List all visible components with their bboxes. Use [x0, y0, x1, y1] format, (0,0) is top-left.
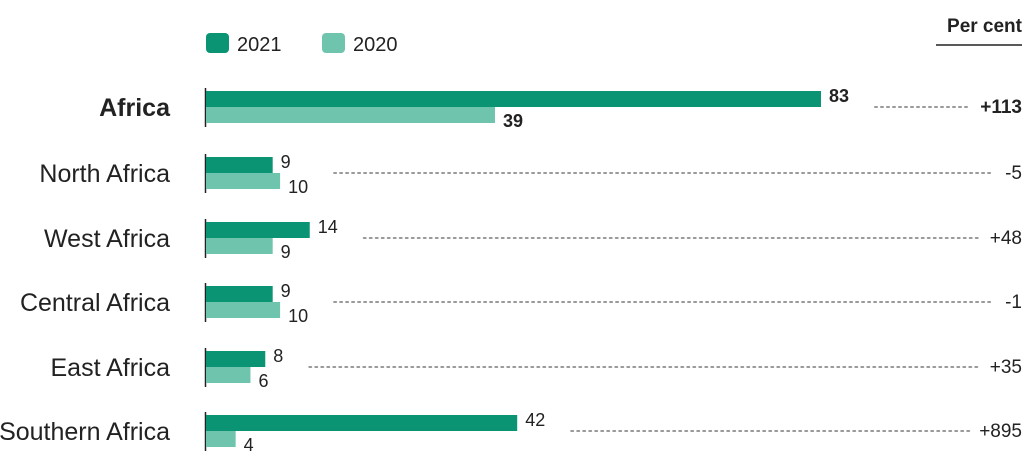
bar-central-africa-2021 [206, 286, 273, 302]
bar-africa-2021 [206, 91, 821, 107]
category-label: Africa [99, 94, 171, 122]
bar-west-africa-2021 [206, 222, 310, 238]
value-label-2020: 6 [258, 371, 268, 391]
row-west-africa: West Africa 14 9 +48 [44, 217, 1022, 262]
change-label: +48 [990, 228, 1022, 249]
value-label-2021: 42 [525, 410, 545, 430]
value-label-2020: 4 [244, 435, 254, 455]
value-label-2021: 9 [281, 281, 291, 301]
change-label: +895 [979, 421, 1022, 442]
category-label: Southern Africa [0, 418, 170, 446]
category-label: East Africa [51, 354, 171, 382]
chart-rows: Africa 83 39 +113 North Africa 9 10 -5 West Afri… [0, 86, 1022, 455]
bar-east-africa-2020 [206, 367, 251, 383]
unit-label: Per cent [947, 16, 1023, 37]
bar-southern-africa-2021 [206, 415, 518, 431]
bar-central-africa-2020 [206, 302, 281, 318]
value-label-2021: 83 [829, 86, 849, 106]
value-label-2020: 39 [503, 111, 523, 131]
bar-africa-2020 [206, 107, 495, 123]
bar-east-africa-2021 [206, 351, 266, 367]
legend-swatch-2021 [206, 33, 229, 53]
row-north-africa: North Africa 9 10 -5 [39, 152, 1022, 197]
category-label: Central Africa [20, 289, 170, 317]
row-central-africa: Central Africa 9 10 -1 [20, 281, 1022, 326]
legend: 2021 2020 [206, 33, 398, 56]
category-label: West Africa [44, 225, 170, 253]
value-label-2021: 8 [273, 346, 283, 366]
legend-swatch-2020 [322, 33, 345, 53]
legend-label-2020: 2020 [353, 34, 398, 56]
bar-west-africa-2020 [206, 238, 273, 254]
change-label: -1 [1005, 292, 1022, 313]
change-label: +113 [980, 97, 1022, 118]
legend-label-2021: 2021 [237, 34, 282, 56]
bar-southern-africa-2020 [206, 431, 236, 447]
value-label-2021: 14 [318, 217, 338, 237]
unit-header: Per cent [936, 16, 1023, 46]
row-southern-africa: Southern Africa 42 4 +895 [0, 410, 1022, 455]
value-label-2021: 9 [281, 152, 291, 172]
category-label: North Africa [39, 160, 170, 188]
change-label: +35 [990, 357, 1022, 378]
change-label: -5 [1005, 163, 1022, 184]
bar-north-africa-2021 [206, 157, 273, 173]
row-east-africa: East Africa 86 +35 [51, 346, 1023, 391]
value-label-2020: 10 [288, 306, 308, 326]
value-label-2020: 9 [281, 242, 291, 262]
row-africa: Africa 83 39 +113 [99, 86, 1022, 131]
bar-north-africa-2020 [206, 173, 281, 189]
value-label-2020: 10 [288, 177, 308, 197]
